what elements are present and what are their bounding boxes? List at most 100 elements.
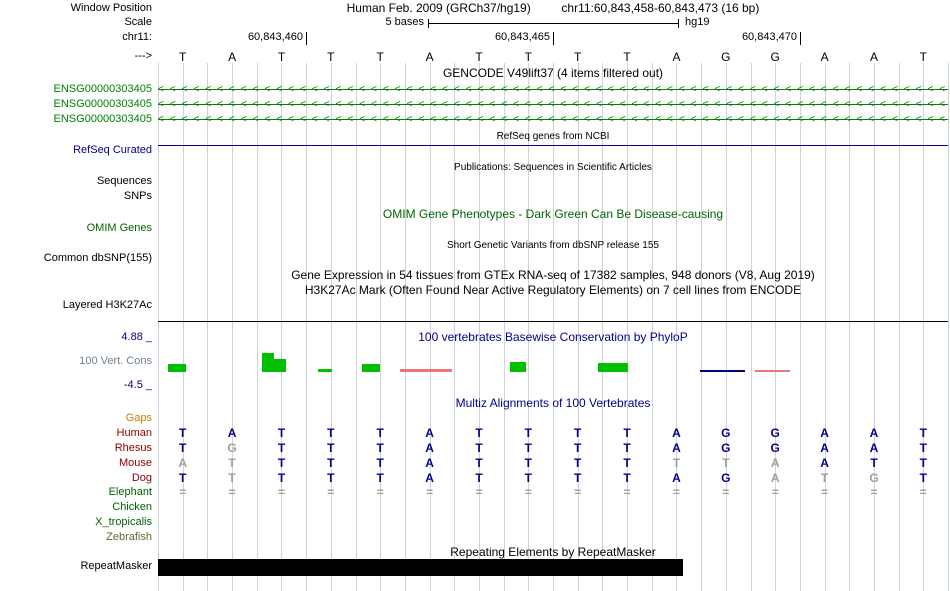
column-guideline (602, 63, 604, 591)
align-letter: A (178, 456, 188, 470)
species-label[interactable]: Mouse (118, 457, 152, 469)
align-letter: T (376, 441, 384, 455)
align-letter: = (426, 485, 434, 499)
align-letter: = (919, 485, 927, 499)
column-guideline (553, 63, 554, 591)
refseq-track-line[interactable] (158, 145, 948, 146)
base-letter: A (672, 50, 681, 64)
column-guideline (158, 63, 159, 591)
dbsnp-label[interactable]: Common dbSNP(155) (43, 252, 152, 264)
multiz-row-zebrafish[interactable]: Zebrafish (0, 530, 950, 544)
multiz-row-human[interactable]: Human T A T T T A T T T T A G G A A T (0, 426, 950, 440)
column-guideline (651, 63, 653, 591)
gene-label[interactable]: ENSG00000303405 (53, 83, 152, 95)
align-letter: T (623, 456, 631, 470)
omim-genes-label[interactable]: OMIM Genes (86, 222, 152, 234)
species-label[interactable]: Chicken (112, 501, 152, 513)
align-letter: G (721, 426, 731, 440)
species-label[interactable]: Dog (131, 472, 152, 484)
gaps-label[interactable]: Gaps (125, 412, 152, 424)
column-guideline (799, 63, 801, 591)
refseq-curated-label[interactable]: RefSeq Curated (73, 144, 152, 156)
repeatmasker-bar[interactable] (158, 559, 683, 576)
snps-label[interactable]: SNPs (123, 190, 152, 202)
column-guideline (701, 63, 703, 591)
column-guideline (750, 63, 752, 591)
align-letter: T (574, 441, 582, 455)
multiz-row-chicken[interactable]: Chicken (0, 500, 950, 514)
align-letter: G (770, 441, 780, 455)
column-guideline (577, 63, 579, 591)
align-letter: T (524, 426, 532, 440)
multiz-row-elephant[interactable]: Elephant = = = = = = = = = = = = = = = = (0, 485, 950, 499)
species-label[interactable]: Elephant (108, 486, 152, 498)
species-label[interactable]: Human (116, 427, 152, 439)
species-label[interactable]: Rhesus (114, 442, 152, 454)
align-letter: T (623, 471, 631, 485)
conservation-bar (598, 363, 628, 372)
align-letter: = (722, 485, 730, 499)
coordinate-ruler: 60,843,460 60,843,465 60,843,470 (0, 31, 950, 46)
h3k27ac-label[interactable]: Layered H3K27Ac (62, 299, 152, 311)
multiz-row-mouse[interactable]: Mouse A T T T T A T T T T T T A A T T (0, 456, 950, 470)
align-letter: T (179, 441, 187, 455)
species-label[interactable]: X_tropicalis (95, 516, 152, 528)
species-label[interactable]: Zebrafish (106, 531, 152, 543)
align-letter: A (869, 441, 879, 455)
align-letter: G (869, 471, 879, 485)
column-guideline (182, 63, 184, 591)
gene-transcript[interactable]: <<<<<<<<<<<<<<<<<<<<<<<<<<<<<<<<<<<<<<<<… (158, 83, 948, 96)
ruler-coordinate: 60,843,460 (247, 31, 303, 43)
align-letter: T (574, 426, 582, 440)
conservation-bar (168, 364, 186, 372)
strand-arrow-label: ---> (134, 50, 152, 62)
gene-transcript[interactable]: <<<<<<<<<<<<<<<<<<<<<<<<<<<<<<<<<<<<<<<<… (158, 98, 948, 111)
align-letter: T (623, 426, 631, 440)
column-guideline (330, 63, 332, 591)
base-letter: T (574, 50, 582, 64)
align-letter: A (820, 456, 829, 470)
column-guideline (775, 63, 777, 591)
align-letter: T (475, 456, 483, 470)
publications-track-title: Publications: Sequences in Scientific Ar… (454, 162, 652, 173)
multiz-row-rhesus[interactable]: Rhesus T G T T T A T T T T A G G A A T (0, 441, 950, 455)
position-header: Human Feb. 2009 (GRCh37/hg19) chr11:60,8… (158, 2, 948, 15)
align-letter: = (475, 485, 483, 499)
phylop-track[interactable] (158, 348, 948, 388)
gene-transcript[interactable]: <<<<<<<<<<<<<<<<<<<<<<<<<<<<<<<<<<<<<<<<… (158, 113, 948, 126)
gtex-track-title: Gene Expression in 54 tissues from GTEx … (291, 268, 815, 282)
align-letter: = (327, 485, 335, 499)
conservation-bar (362, 364, 380, 372)
gene-label[interactable]: ENSG00000303405 (53, 98, 152, 110)
ruler-coordinate: 60,843,465 (494, 31, 550, 43)
align-letter: = (574, 485, 582, 499)
column-guideline (355, 63, 357, 591)
gene-line (158, 89, 948, 90)
multiz-row-dog[interactable]: Dog T T T T T A T T T T A G A T G T (0, 471, 950, 485)
align-letter: T (919, 456, 927, 470)
align-letter: T (277, 471, 286, 485)
base-letter: T (919, 50, 927, 64)
omim-track-title: OMIM Gene Phenotypes - Dark Green Can Be… (382, 207, 724, 221)
scale-row-label: Scale (124, 16, 152, 28)
align-letter: G (721, 441, 731, 455)
align-letter: = (376, 485, 384, 499)
column-guideline (725, 63, 727, 591)
repeatmasker-label[interactable]: RepeatMasker (80, 560, 152, 572)
track-separator-line (158, 321, 948, 322)
ruler-coordinate: 60,843,470 (741, 31, 797, 43)
sequences-label[interactable]: Sequences (96, 175, 152, 187)
multiz-row-x_tropicalis[interactable]: X_tropicalis (0, 515, 950, 529)
conservation-label[interactable]: 100 Vert. Cons (79, 355, 152, 367)
multiz-track-title: Multiz Alignments of 100 Vertebrates (455, 396, 651, 410)
strand-arrows: <<<<<<<<<<<<<<<<<<<<<<<<<<<<<<<<<<<<<<<<… (158, 84, 948, 95)
align-letter: T (524, 456, 532, 470)
gene-label[interactable]: ENSG00000303405 (53, 113, 152, 125)
align-letter: T (919, 426, 927, 440)
base-letter: T (623, 50, 631, 64)
align-letter: = (870, 485, 878, 499)
column-guideline (676, 63, 678, 591)
align-letter: = (179, 485, 187, 499)
base-letter: T (277, 50, 286, 64)
